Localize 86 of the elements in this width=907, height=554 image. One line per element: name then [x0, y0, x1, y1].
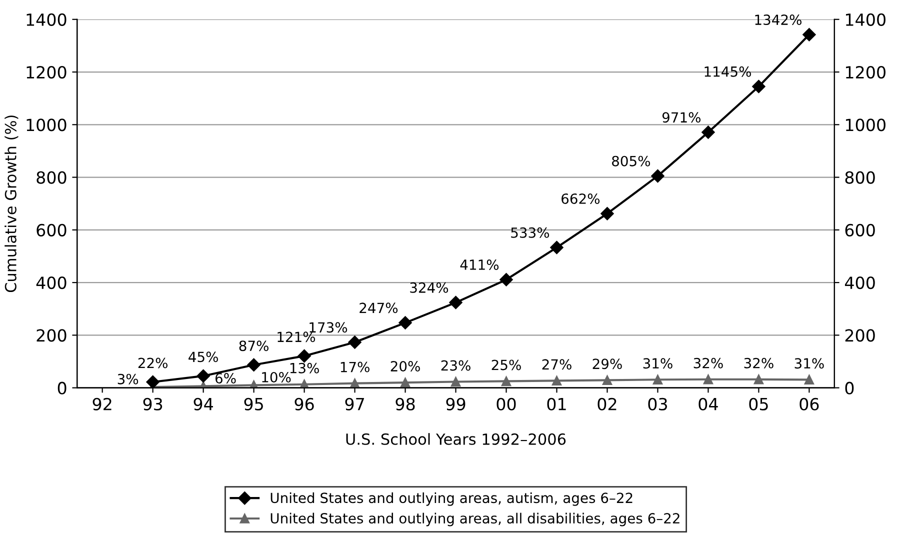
point: [449, 296, 462, 310]
point: [398, 316, 412, 330]
y2-tick-label: 600: [845, 224, 875, 236]
point: [552, 376, 562, 386]
data-label: 31%: [643, 358, 672, 369]
data-label: 29%: [592, 358, 622, 370]
data-label: 805%: [612, 156, 650, 166]
y-tick-label: 0: [58, 382, 66, 394]
x-tick-label: 98: [396, 398, 415, 410]
y2-tick-label: 200: [845, 329, 875, 342]
data-label: 247%: [360, 302, 398, 314]
x-tick-label: 01: [547, 398, 566, 410]
data-label: 411%: [460, 260, 499, 270]
y2-tick-label: 800: [845, 171, 875, 184]
point: [450, 376, 461, 387]
x-tick-label: 02: [598, 398, 616, 410]
point: [600, 207, 614, 220]
point: [501, 376, 512, 386]
point: [550, 240, 564, 254]
data-label: 32%: [694, 358, 723, 368]
point: [500, 273, 513, 286]
legend-label: United States and outlying areas, all disabilities, ages 6–22: [270, 512, 680, 526]
point: [348, 336, 362, 349]
data-label: 32%: [744, 358, 774, 368]
data-label: 971%: [662, 112, 701, 123]
data-label: 17%: [340, 362, 370, 372]
x-tick-label: 05: [749, 398, 768, 410]
point: [702, 126, 715, 139]
data-label: 533%: [511, 227, 550, 238]
x-tick-label: 03: [648, 398, 667, 410]
data-label: 13%: [290, 362, 319, 374]
y2-tick-label: 400: [844, 276, 875, 290]
x-axis-title: U.S. School Years 1992–2006: [346, 433, 566, 445]
point: [247, 358, 260, 372]
point: [652, 374, 663, 385]
x-tick-label: 94: [194, 398, 213, 410]
point: [703, 374, 714, 384]
point: [400, 378, 410, 388]
y2-tick-label: 1000: [846, 118, 886, 132]
data-label: 121%: [278, 332, 316, 342]
x-tick-label: 95: [244, 398, 263, 410]
y-tick-label: 400: [36, 276, 66, 290]
x-tick-label: 93: [143, 398, 162, 410]
data-label: 23%: [441, 360, 470, 371]
point: [754, 374, 764, 384]
x-tick-label: 99: [446, 398, 466, 410]
y2-tick-label: 1200: [846, 66, 886, 79]
point: [802, 28, 816, 42]
x-tick-label: 97: [345, 398, 364, 410]
point: [651, 169, 664, 183]
data-label: 1145%: [704, 66, 751, 77]
data-label: 31%: [794, 358, 824, 369]
x-tick-label: 04: [698, 398, 718, 410]
y-tick-label: 800: [36, 171, 66, 184]
x-tick-label: 92: [92, 398, 112, 410]
data-label: 1342%: [755, 14, 802, 26]
data-label: 27%: [542, 359, 572, 370]
y-axis-title: Cumulative Growth (%): [4, 116, 18, 292]
point: [146, 375, 160, 388]
data-label: 45%: [188, 352, 218, 362]
legend-label: United States and outlying areas, autism, ages 6–22: [270, 492, 632, 506]
y-tick-label: 1400: [26, 13, 66, 26]
point: [298, 349, 311, 363]
data-label: 22%: [138, 358, 168, 368]
data-label: 87%: [239, 340, 268, 352]
y-tick-label: 1000: [26, 118, 66, 132]
data-label: 20%: [390, 361, 420, 372]
point: [804, 374, 814, 385]
data-label: 25%: [492, 360, 521, 370]
x-tick-label: 00: [496, 398, 516, 410]
y2-tick-label: 0: [845, 382, 854, 394]
y-tick-label: 200: [36, 329, 66, 342]
data-label: 662%: [562, 193, 600, 204]
y-tick-label: 600: [36, 224, 66, 236]
data-label: 324%: [410, 282, 448, 293]
x-tick-label: 96: [294, 398, 314, 410]
y-tick-label: 1200: [26, 66, 66, 79]
data-label: 6%: [215, 373, 236, 384]
point: [602, 375, 612, 386]
y2-tick-label: 1400: [846, 13, 886, 26]
point: [752, 80, 766, 94]
x-tick-label: 06: [800, 398, 819, 410]
data-label: 173%: [310, 322, 348, 333]
data-label: 3%: [118, 374, 138, 384]
point: [196, 369, 210, 383]
data-label: 10%: [262, 372, 291, 382]
